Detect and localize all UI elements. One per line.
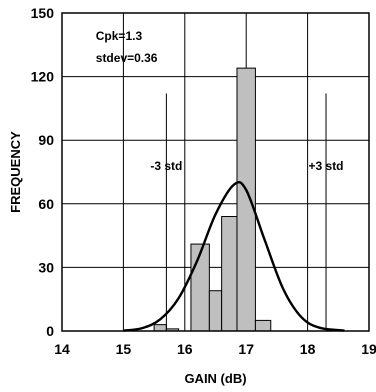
x-tick-label: 14 [54, 341, 70, 357]
x-axis-label: GAIN (dB) [184, 371, 246, 386]
histogram-bar [221, 216, 238, 332]
std-lines [165, 93, 327, 331]
x-tick-label: 15 [116, 341, 132, 357]
x-tick-labels: 14 15 16 17 18 19 [54, 341, 376, 357]
x-tick-label: 17 [238, 341, 254, 357]
annotations: -3 std +3 std Cpk=1.3 stdev=0.36 [96, 29, 344, 173]
histogram-bar [208, 290, 223, 332]
stat-annotation: Cpk=1.3 [96, 29, 143, 43]
x-tick-label: 19 [361, 341, 376, 357]
std-line-label: +3 std [309, 159, 344, 173]
y-tick-label: 0 [46, 323, 54, 339]
y-tick-label: 60 [38, 196, 54, 212]
histogram-bars [153, 67, 272, 332]
y-tick-label: 150 [31, 5, 55, 21]
stat-annotation: stdev=0.36 [96, 51, 158, 65]
x-tick-label: 16 [177, 341, 193, 357]
y-tick-label: 90 [38, 132, 54, 148]
std-line-label: -3 std [150, 159, 182, 173]
histogram-bar [236, 67, 256, 332]
histogram-bar [254, 319, 272, 332]
y-tick-label: 120 [31, 69, 55, 85]
histogram-bar [190, 243, 210, 332]
histogram-bar [153, 324, 167, 332]
y-axis-label: FREQUENCY [8, 131, 23, 213]
fit-curve [123, 181, 345, 332]
x-tick-label: 18 [300, 341, 316, 357]
plot-frame [61, 12, 370, 332]
y-tick-labels: 0 30 60 90 120 150 [31, 5, 55, 339]
y-tick-label: 30 [38, 259, 54, 275]
